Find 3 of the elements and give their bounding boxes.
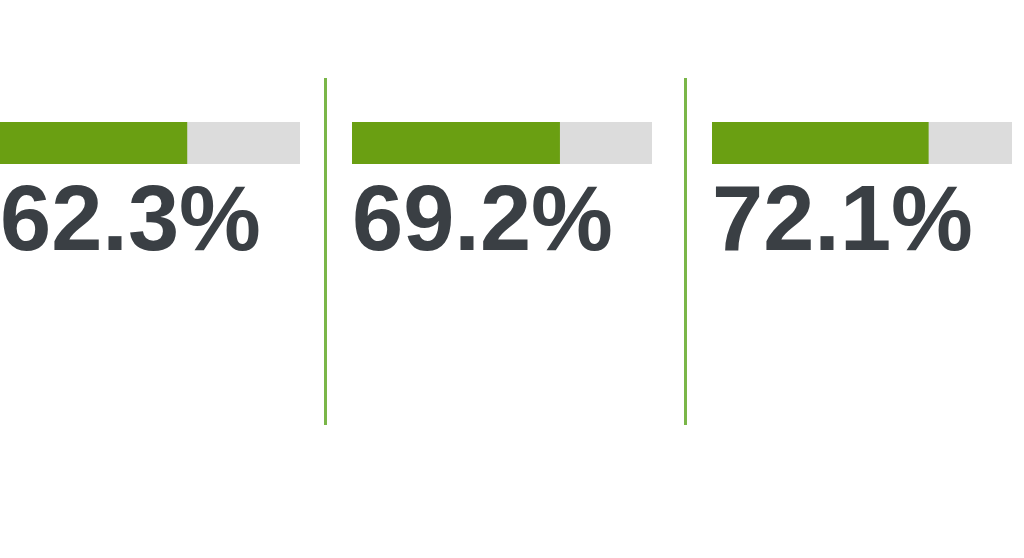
data-label: 72.1% (712, 167, 973, 270)
data-label: 69.2% (352, 167, 613, 270)
data-label: 62.3% (0, 167, 261, 270)
